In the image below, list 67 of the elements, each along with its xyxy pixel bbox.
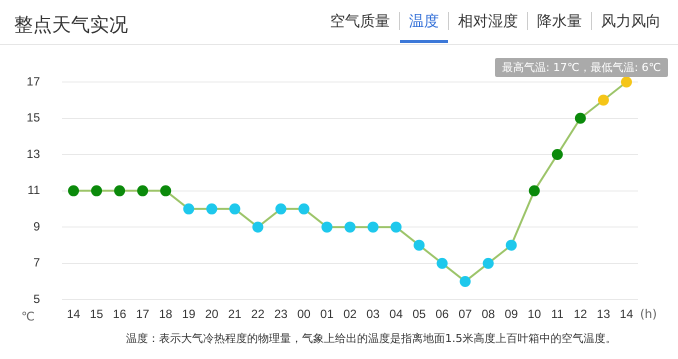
point xyxy=(275,203,286,214)
point xyxy=(574,112,586,124)
point xyxy=(436,258,448,269)
x-tick-label: 17 xyxy=(136,307,150,322)
text: 温度 xyxy=(399,12,448,30)
point xyxy=(252,222,264,233)
x-tick-label: 19 xyxy=(182,307,196,322)
x-tick-label: 06 xyxy=(435,307,450,322)
text: 相对湿度 xyxy=(448,12,527,30)
y-tick-label: 5 xyxy=(33,292,40,306)
y-axis-title: ℃ xyxy=(21,310,35,324)
point xyxy=(321,222,332,233)
y-tick-label: 15 xyxy=(26,110,40,125)
x-tick-label: 04 xyxy=(389,307,404,322)
point xyxy=(552,149,563,160)
text: 温度：表示大气冷热程度的物理量，气象上给出的温度是指离地面1.5米高度上百叶箱中的空气温度。 xyxy=(126,331,616,346)
x-axis-title: (h) xyxy=(640,306,657,321)
y-tick-label: 17 xyxy=(26,74,40,88)
point xyxy=(506,240,517,251)
x-tick-label: 22 xyxy=(251,307,265,322)
x-tick-label: 01 xyxy=(320,307,334,322)
x-tick-label: 08 xyxy=(482,307,496,322)
x-tick-label: 13 xyxy=(596,307,610,322)
x-tick-label: 09 xyxy=(504,307,518,322)
y-tick-label: 9 xyxy=(33,219,40,234)
point xyxy=(91,185,102,196)
text: 降水量 xyxy=(527,12,591,30)
x-tick-label: 05 xyxy=(412,307,426,322)
y-tick-label: 13 xyxy=(26,146,40,161)
point xyxy=(368,222,379,233)
x-tick-label: 20 xyxy=(205,307,219,322)
x-tick-label: 03 xyxy=(366,307,380,322)
point xyxy=(183,203,194,214)
point xyxy=(390,222,402,233)
point xyxy=(68,185,80,196)
chart-title: 整点天气实况 xyxy=(14,13,128,38)
x-tick-label: 23 xyxy=(274,307,288,322)
point xyxy=(206,203,218,214)
point xyxy=(598,94,609,106)
point xyxy=(229,203,240,214)
point xyxy=(460,276,471,287)
x-tick-label: 15 xyxy=(90,307,104,322)
point xyxy=(160,185,172,196)
x-tick-label: 18 xyxy=(159,307,173,322)
x-tick-label: 11 xyxy=(551,307,564,322)
text: 最高气温: 17℃，最低气温: 6℃ xyxy=(494,58,668,77)
x-tick-label: 14 xyxy=(620,307,634,322)
y-tick-label: 7 xyxy=(33,256,40,270)
point xyxy=(482,258,494,269)
x-tick-label: 14 xyxy=(66,307,81,322)
x-tick-label: 10 xyxy=(528,307,542,322)
text: 空气质量 xyxy=(329,12,391,30)
x-tick-label: 07 xyxy=(458,307,472,322)
point xyxy=(414,240,425,251)
x-tick-label: 02 xyxy=(343,307,357,322)
x-tick-label: 00 xyxy=(297,307,311,322)
y-tick-label: 11 xyxy=(28,183,40,198)
point xyxy=(620,76,632,88)
x-tick-label: 12 xyxy=(574,307,588,322)
text: 风力风向 xyxy=(591,12,670,30)
x-tick-label: 21 xyxy=(228,307,242,322)
point xyxy=(528,185,540,196)
point xyxy=(298,203,310,214)
point xyxy=(114,185,126,196)
x-tick-label: 16 xyxy=(112,307,127,322)
point xyxy=(344,222,356,233)
point xyxy=(137,185,148,196)
